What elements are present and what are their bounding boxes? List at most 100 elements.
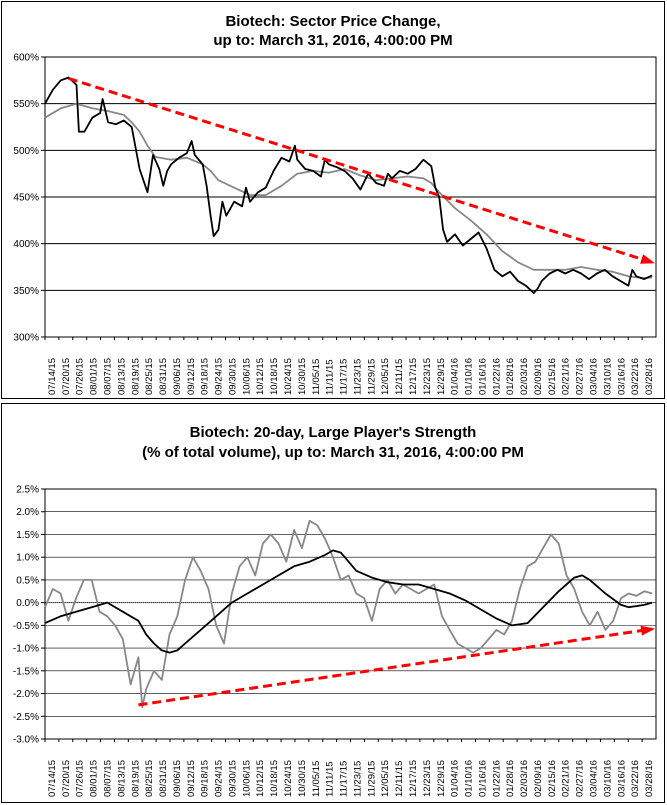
trend-arrowhead (640, 625, 656, 636)
x-tick-label: 01/10/16 (464, 358, 475, 395)
large-player-strength-panel: Biotech: 20-day, Large Player's Strength… (1, 403, 665, 803)
x-tick-label: 11/29/15 (366, 761, 377, 797)
x-tick-label: 08/13/15 (116, 358, 127, 395)
x-tick-label: 07/14/15 (47, 760, 58, 797)
x-tick-label: 02/09/16 (533, 358, 544, 395)
price-change-chart: 300%350%400%450%500%550%600%07/14/15 07/2… (13, 53, 657, 395)
x-tick-label: 11/05/15 (311, 359, 322, 395)
y-tick-label: 350% (13, 286, 39, 297)
trend-line (68, 77, 653, 264)
x-tick-label: 12/11/15 (394, 359, 405, 395)
x-tick-label: 03/04/16 (589, 358, 600, 395)
x-tick-label: 02/21/16 (561, 760, 572, 797)
x-tick-label: 03/28/16 (644, 358, 655, 395)
x-tick-label: 12/05/15 (380, 358, 391, 395)
y-tick-label: 1.0% (16, 553, 39, 564)
y-tick-label: 400% (13, 239, 39, 250)
x-tick-label: 09/18/15 (200, 358, 211, 395)
trend-arrowhead (640, 254, 655, 264)
x-tick-label: 08/25/15 (144, 358, 155, 395)
x-tick-label: 09/24/15 (214, 358, 225, 395)
chart-title-line2: (% of total volume), up to: March 31, 20… (142, 444, 524, 461)
x-tick-label: 07/26/15 (75, 358, 86, 395)
price-change-panel: Biotech: Sector Price Change, up to: Mar… (1, 1, 665, 399)
x-tick-label: 07/14/15 (47, 358, 58, 395)
x-tick-label: 08/07/15 (102, 760, 113, 797)
x-tick-label: 01/04/16 (450, 760, 461, 797)
x-tick-label: 01/10/16 (464, 760, 475, 797)
x-tick-label: 12/17/15 (408, 760, 419, 797)
y-tick-label: 0.5% (16, 575, 39, 586)
x-tick-label: 07/20/15 (61, 358, 72, 395)
y-tick-label: 600% (13, 53, 39, 64)
series-line-gray (44, 102, 653, 280)
y-tick-label: 300% (13, 333, 39, 344)
chart-title-line1: Biotech: 20-day, Large Player's Strength (189, 424, 477, 441)
x-tick-label: 09/24/15 (214, 760, 225, 797)
x-tick-label: 10/30/15 (297, 358, 308, 395)
x-tick-label: 03/16/16 (616, 760, 627, 797)
x-tick-label: 10/06/15 (241, 358, 252, 395)
x-tick-label: 02/21/16 (561, 358, 572, 395)
y-tick-label: 2.5% (16, 485, 39, 496)
x-tick-label: 08/25/15 (144, 760, 155, 797)
x-tick-label: 12/29/15 (436, 358, 447, 395)
x-tick-label: 03/28/16 (644, 760, 655, 797)
x-tick-label: 11/17/15 (339, 359, 350, 395)
y-tick-label: -0.5% (13, 621, 39, 632)
x-tick-label: 10/06/15 (241, 760, 252, 797)
chart-title-line2: up to: March 31, 2016, 4:00:00 PM (213, 32, 453, 49)
x-tick-label: 11/11/15 (325, 359, 336, 395)
x-tick-label: 10/18/15 (269, 358, 280, 395)
x-tick-label: 11/29/15 (366, 359, 377, 395)
y-tick-label: 500% (13, 146, 39, 157)
x-tick-label: 01/16/16 (477, 760, 488, 797)
x-tick-label: 08/13/15 (116, 760, 127, 797)
x-tick-label: 11/11/15 (325, 761, 336, 797)
y-tick-label: 550% (13, 99, 39, 110)
x-tick-label: 03/10/16 (602, 760, 613, 797)
x-tick-label: 12/05/15 (380, 760, 391, 797)
y-tick-label: -3.0% (13, 735, 39, 746)
large-player-strength-chart: -3.0% -2.5% -2.0% -1.5% -1.0% -0.5% 0.0% 0.5% 1.… (13, 485, 657, 797)
x-tick-label: 08/31/15 (158, 760, 169, 797)
x-tick-label: 08/07/15 (102, 358, 113, 395)
x-tick-label: 07/26/15 (75, 760, 86, 797)
x-tick-label: 11/05/15 (311, 761, 322, 797)
x-tick-label: 02/27/16 (575, 760, 586, 797)
x-tick-label: 02/09/16 (533, 760, 544, 797)
x-tick-label: 10/12/15 (255, 760, 266, 797)
series-line-black (44, 549, 653, 654)
y-tick-label: -2.5% (13, 712, 39, 723)
y-tick-label: -1.5% (13, 666, 39, 677)
y-tick-label: 0.0% (16, 598, 39, 609)
x-tick-label: 12/23/15 (422, 358, 433, 395)
x-tick-label: 08/31/15 (158, 358, 169, 395)
x-tick-label: 10/18/15 (269, 760, 280, 797)
x-tick-label: 09/30/15 (227, 358, 238, 395)
y-tick-label: -2.0% (13, 689, 39, 700)
x-tick-label: 10/24/15 (283, 358, 294, 395)
x-tick-label: 03/22/16 (630, 358, 641, 395)
x-tick-label: 12/23/15 (422, 760, 433, 797)
x-tick-label: 12/17/15 (408, 358, 419, 395)
x-tick-label: 10/12/15 (255, 358, 266, 395)
y-tick-label: 450% (13, 193, 39, 204)
x-tick-label: 01/28/16 (505, 760, 516, 797)
x-tick-label: 09/12/15 (186, 358, 197, 395)
x-tick-label: 12/11/15 (394, 761, 405, 797)
x-tick-label: 03/22/16 (630, 760, 641, 797)
x-tick-label: 09/18/15 (200, 760, 211, 797)
x-tick-label: 01/22/16 (491, 760, 502, 797)
series-line-gray (44, 519, 653, 709)
y-tick-label: -1.0% (13, 644, 39, 655)
x-tick-label: 02/15/16 (547, 760, 558, 797)
x-tick-label: 09/06/15 (172, 760, 183, 797)
x-tick-label: 03/16/16 (616, 358, 627, 395)
x-tick-label: 07/20/15 (61, 760, 72, 797)
x-tick-label: 02/03/16 (519, 358, 530, 395)
x-tick-label: 08/19/15 (130, 358, 141, 395)
x-tick-label: 12/29/15 (436, 760, 447, 797)
x-tick-label: 09/12/15 (186, 760, 197, 797)
x-tick-label: 11/23/15 (352, 761, 363, 797)
